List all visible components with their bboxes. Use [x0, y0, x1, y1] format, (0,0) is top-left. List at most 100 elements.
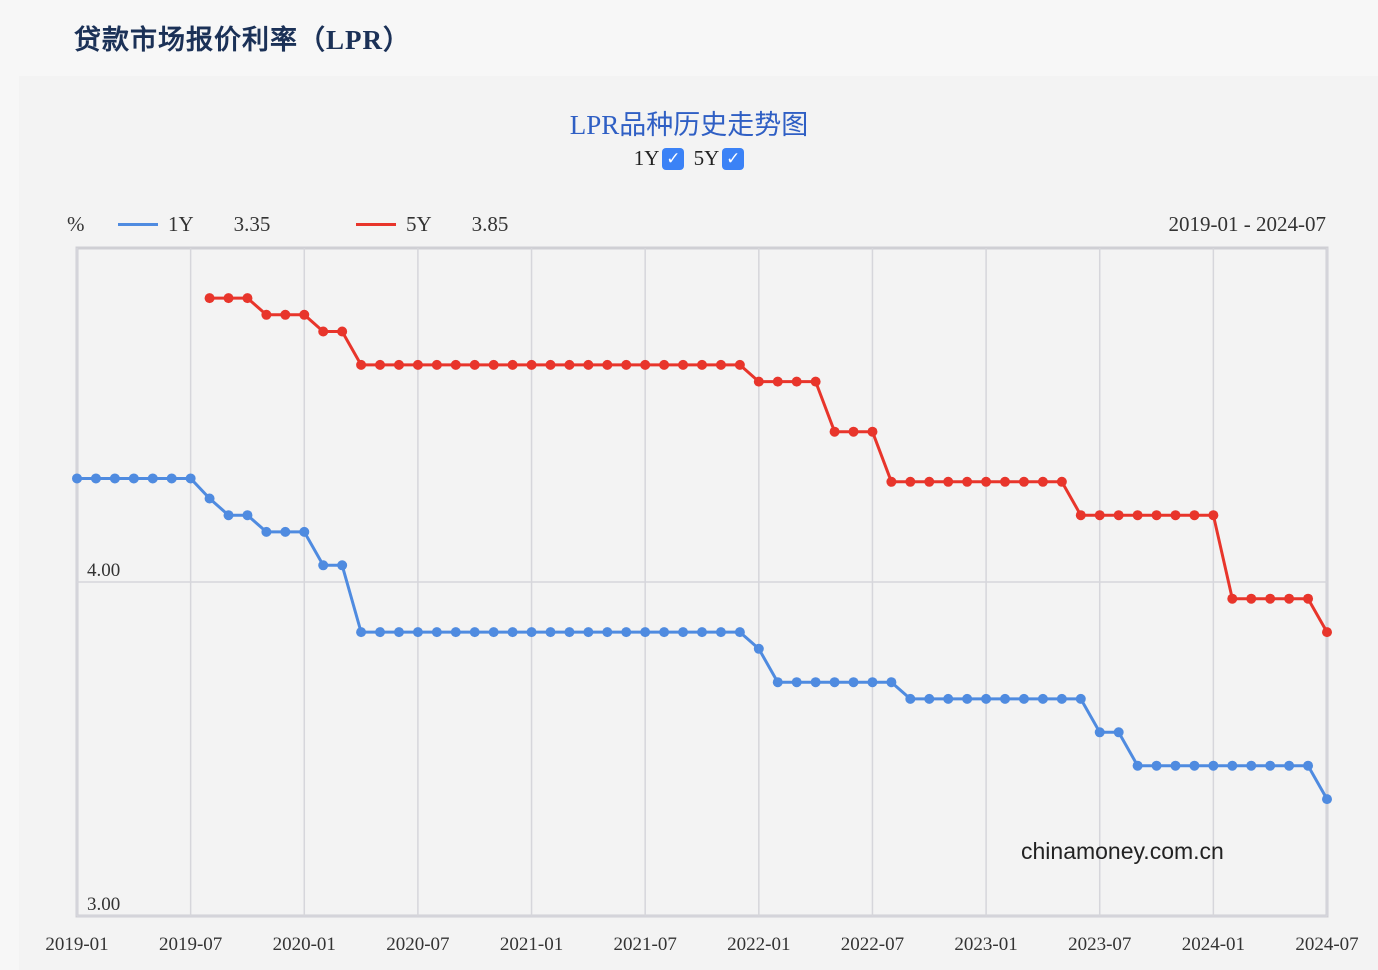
- data-point-1Y: [1132, 760, 1143, 771]
- data-point-5Y: [204, 293, 215, 304]
- data-point-1Y: [128, 473, 139, 484]
- data-point-5Y: [1151, 510, 1162, 521]
- data-point-1Y: [375, 627, 386, 638]
- x-tick-label: 2024-07: [1295, 934, 1358, 955]
- x-tick-label: 2020-07: [386, 934, 449, 955]
- data-point-5Y: [621, 359, 632, 370]
- data-point-5Y: [772, 376, 783, 387]
- toggle-5y[interactable]: 5Y ✓: [694, 146, 745, 171]
- data-point-5Y: [962, 476, 973, 487]
- data-point-5Y: [810, 376, 821, 387]
- chart-panel: [19, 76, 1378, 970]
- data-point-5Y: [1075, 510, 1086, 521]
- legend-line-swatch: [118, 223, 158, 226]
- toggle-1y[interactable]: 1Y ✓: [634, 146, 685, 171]
- data-point-1Y: [318, 560, 329, 571]
- data-point-5Y: [1056, 476, 1067, 487]
- data-point-1Y: [261, 526, 272, 537]
- data-point-5Y: [602, 359, 613, 370]
- y-tick-label: 4.00: [87, 560, 120, 581]
- data-point-1Y: [678, 627, 689, 638]
- data-point-5Y: [829, 426, 840, 437]
- x-tick-label: 2023-01: [954, 934, 1017, 955]
- data-point-5Y: [1037, 476, 1048, 487]
- chart-title: LPR品种历史走势图: [569, 110, 809, 140]
- data-point-5Y: [223, 293, 234, 304]
- data-point-1Y: [393, 627, 404, 638]
- data-point-5Y: [1094, 510, 1105, 521]
- data-point-5Y: [697, 359, 707, 370]
- data-point-1Y: [1151, 760, 1162, 771]
- data-point-1Y: [185, 473, 196, 484]
- data-point-1Y: [1208, 760, 1219, 771]
- data-point-1Y: [791, 677, 802, 688]
- data-point-1Y: [469, 627, 480, 638]
- data-point-5Y: [924, 476, 935, 487]
- data-point-5Y: [507, 359, 518, 370]
- page-title: 贷款市场报价利率（LPR）: [74, 25, 411, 55]
- data-point-5Y: [299, 309, 310, 320]
- data-point-1Y: [1322, 794, 1332, 805]
- data-point-1Y: [640, 627, 651, 638]
- data-point-1Y: [1265, 760, 1276, 771]
- data-point-5Y: [1303, 593, 1314, 604]
- data-point-1Y: [507, 627, 518, 638]
- legend-name: 5Y: [406, 212, 432, 236]
- data-point-5Y: [1208, 510, 1219, 521]
- data-point-5Y: [393, 359, 404, 370]
- data-point-1Y: [299, 526, 310, 537]
- data-point-5Y: [981, 476, 992, 487]
- data-point-1Y: [1170, 760, 1181, 771]
- data-point-1Y: [583, 627, 594, 638]
- data-point-5Y: [583, 359, 594, 370]
- data-point-5Y: [261, 309, 272, 320]
- date-range: 2019-01 - 2024-07: [1168, 212, 1326, 236]
- data-point-5Y: [545, 359, 556, 370]
- data-point-1Y: [829, 677, 840, 688]
- watermark: chinamoney.com.cn: [1021, 838, 1224, 864]
- y-tick-label: 3.00: [87, 894, 120, 915]
- data-point-5Y: [734, 359, 745, 370]
- data-point-5Y: [1189, 510, 1200, 521]
- data-point-1Y: [1000, 693, 1011, 704]
- data-point-5Y: [715, 359, 726, 370]
- legend-latest-value: 3.35: [233, 212, 271, 236]
- checkbox-checked-icon[interactable]: ✓: [662, 147, 685, 170]
- data-point-1Y: [337, 560, 348, 571]
- data-point-1Y: [734, 627, 745, 638]
- data-point-5Y: [848, 426, 859, 437]
- data-point-5Y: [450, 359, 461, 370]
- toggle-label: 5Y: [693, 146, 720, 170]
- data-point-5Y: [943, 476, 954, 487]
- data-point-1Y: [431, 627, 442, 638]
- x-tick-label: 2020-01: [273, 934, 336, 955]
- data-point-1Y: [280, 526, 291, 537]
- x-tick-label: 2019-01: [45, 934, 108, 955]
- data-point-1Y: [981, 693, 992, 704]
- data-point-1Y: [905, 693, 916, 704]
- data-point-5Y: [905, 476, 916, 487]
- data-point-5Y: [242, 293, 253, 304]
- data-point-1Y: [204, 493, 215, 504]
- data-point-1Y: [659, 627, 670, 638]
- x-tick-label: 2021-01: [500, 934, 563, 955]
- data-point-5Y: [488, 359, 499, 370]
- data-point-1Y: [753, 643, 764, 654]
- legend-name: 1Y: [168, 212, 194, 236]
- data-point-1Y: [924, 693, 935, 704]
- data-point-1Y: [1284, 760, 1295, 771]
- data-point-1Y: [109, 473, 120, 484]
- x-tick-label: 2019-07: [159, 934, 222, 955]
- data-point-5Y: [791, 376, 802, 387]
- series-line-1Y: [77, 476, 1329, 800]
- x-tick-label: 2024-01: [1182, 934, 1245, 955]
- data-point-5Y: [640, 359, 651, 370]
- data-point-1Y: [488, 627, 499, 638]
- checkbox-checked-icon[interactable]: ✓: [722, 147, 745, 170]
- data-point-1Y: [526, 627, 537, 638]
- data-point-5Y: [280, 309, 291, 320]
- data-point-1Y: [90, 473, 101, 484]
- data-point-1Y: [564, 627, 575, 638]
- data-point-1Y: [1094, 727, 1105, 738]
